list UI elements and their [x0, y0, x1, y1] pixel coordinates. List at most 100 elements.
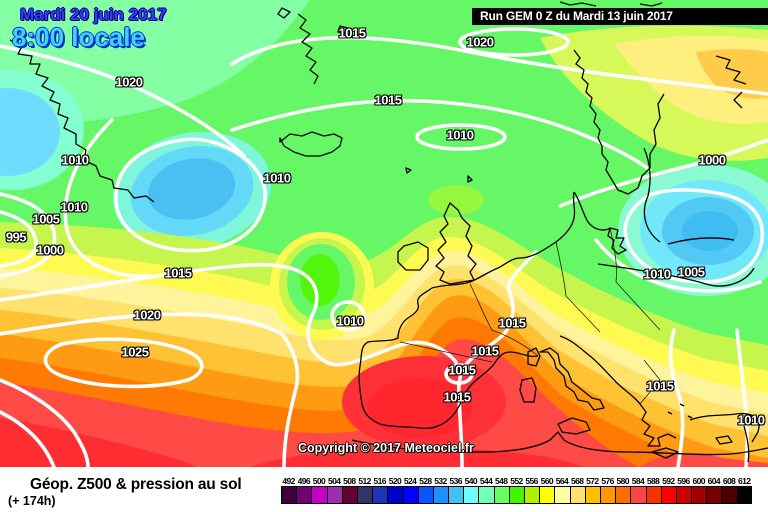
- colorbar-value: 568: [570, 476, 584, 486]
- colorbar-cell: 564: [554, 476, 570, 504]
- colorbar-swatch: [645, 486, 661, 504]
- colorbar-swatch: [524, 486, 540, 504]
- model-run-banner: Run GEM 0 Z du Mardi 13 juin 2017: [472, 8, 768, 25]
- map-title: Géop. Z500 & pression au sol: [30, 476, 242, 493]
- colorbar-cell: 524: [402, 476, 418, 504]
- colorbar-swatch: [432, 486, 449, 504]
- geopotential-field: [0, 0, 768, 467]
- colorbar-cell: 608: [721, 476, 737, 504]
- colorbar-value: 492: [282, 476, 295, 486]
- colorbar-value: 532: [434, 476, 447, 486]
- colorbar-value: 536: [449, 476, 462, 486]
- forecast-datetime: Mardi 20 juin 2017 8:00 locale: [12, 5, 167, 51]
- colorbar-cell: 508: [341, 476, 357, 504]
- colorbar-value: 516: [373, 476, 387, 486]
- colorbar-cell: 516: [372, 476, 388, 504]
- country-borders: [399, 227, 661, 405]
- colorbar-swatch: [296, 486, 312, 504]
- colorbar-value: 540: [464, 476, 478, 486]
- colorbar-cell: 568: [569, 476, 585, 504]
- colorbar-swatch: [599, 486, 616, 504]
- colorbar-swatch: [569, 486, 585, 504]
- colorbar-cell: 548: [493, 476, 509, 504]
- colorbar-swatch: [448, 486, 464, 504]
- isobars: [0, 27, 768, 467]
- colorbar: 492 496 500 504 508 512 516 520 524 528 532 536 540 5…: [281, 476, 752, 504]
- colorbar-value: 572: [586, 476, 599, 486]
- colorbar-swatch: [478, 486, 494, 504]
- colorbar-value: 580: [616, 476, 630, 486]
- weather-map: 1015 1020 1020 1015 1010 1010 1000 1010 1010 1005…: [0, 0, 768, 467]
- colorbar-cell: 536: [448, 476, 464, 504]
- pressure-map-canvas: [0, 0, 768, 467]
- colorbar-cell: 556: [524, 476, 540, 504]
- colorbar-value: 504: [327, 476, 341, 486]
- colorbar-swatch: [706, 486, 722, 504]
- forecast-local-time: 8:00 locale: [12, 21, 145, 52]
- colorbar-cell: 600: [691, 476, 707, 504]
- colorbar-swatch: [372, 486, 388, 504]
- colorbar-value: 592: [662, 476, 675, 486]
- colorbar-cell: 504: [326, 476, 342, 504]
- colorbar-value: 584: [631, 476, 645, 486]
- colorbar-swatch: [721, 486, 737, 504]
- colorbar-value: 564: [555, 476, 569, 486]
- colorbar-value: 508: [343, 476, 356, 486]
- coastlines: [9, 1, 768, 463]
- colorbar-value: 556: [525, 476, 538, 486]
- colorbar-swatch: [402, 486, 418, 504]
- colorbar-cell: 540: [463, 476, 479, 504]
- colorbar-cell: 528: [417, 476, 433, 504]
- colorbar-value: 528: [419, 476, 432, 486]
- colorbar-cell: 560: [539, 476, 555, 504]
- colorbar-value: 612: [738, 476, 751, 486]
- colorbar-cell: 520: [387, 476, 403, 504]
- forecast-offset: (+ 174h): [8, 494, 56, 508]
- colorbar-cell: 584: [630, 476, 646, 504]
- colorbar-cell: 500: [311, 476, 327, 504]
- colorbar-swatch: [493, 486, 509, 504]
- colorbar-swatch: [311, 486, 327, 504]
- colorbar-cell: 588: [645, 476, 661, 504]
- colorbar-value: 608: [722, 476, 736, 486]
- colorbar-value: 552: [510, 476, 523, 486]
- colorbar-value: 512: [358, 476, 371, 486]
- colorbar-value: 500: [312, 476, 326, 486]
- colorbar-cell: 596: [675, 476, 692, 504]
- colorbar-value: 588: [646, 476, 660, 486]
- colorbar-cell: 612: [736, 476, 752, 504]
- colorbar-swatch: [615, 486, 631, 504]
- colorbar-swatch: [660, 486, 676, 504]
- colorbar-value: 520: [388, 476, 402, 486]
- colorbar-cell: 580: [615, 476, 631, 504]
- colorbar-cell: 544: [478, 476, 494, 504]
- copyright-notice: Copyright © 2017 Meteociel.fr: [298, 441, 474, 455]
- colorbar-cell: 492: [281, 476, 297, 504]
- colorbar-value: 496: [297, 476, 311, 486]
- colorbar-cell: 592: [660, 476, 676, 504]
- colorbar-swatch: [539, 486, 555, 504]
- colorbar-value: 548: [495, 476, 508, 486]
- legend-bar: Géop. Z500 & pression au sol (+ 174h) 49…: [0, 467, 768, 512]
- colorbar-cell: 512: [356, 476, 373, 504]
- colorbar-cell: 604: [706, 476, 722, 504]
- colorbar-swatch: [508, 486, 524, 504]
- colorbar-swatch: [675, 486, 692, 504]
- colorbar-value: 524: [403, 476, 417, 486]
- colorbar-swatch: [387, 486, 403, 504]
- forecast-date: Mardi 20 juin 2017: [20, 5, 167, 24]
- colorbar-cell: 496: [296, 476, 312, 504]
- colorbar-value: 560: [540, 476, 554, 486]
- colorbar-swatch: [584, 486, 600, 504]
- colorbar-cell: 552: [508, 476, 524, 504]
- colorbar-swatch: [356, 486, 373, 504]
- colorbar-cell: 572: [584, 476, 600, 504]
- colorbar-value: 576: [601, 476, 614, 486]
- colorbar-value: 604: [707, 476, 721, 486]
- colorbar-value: 544: [479, 476, 493, 486]
- colorbar-swatch: [736, 486, 752, 504]
- colorbar-value: 596: [677, 476, 690, 486]
- colorbar-swatch: [691, 486, 707, 504]
- colorbar-swatch: [417, 486, 433, 504]
